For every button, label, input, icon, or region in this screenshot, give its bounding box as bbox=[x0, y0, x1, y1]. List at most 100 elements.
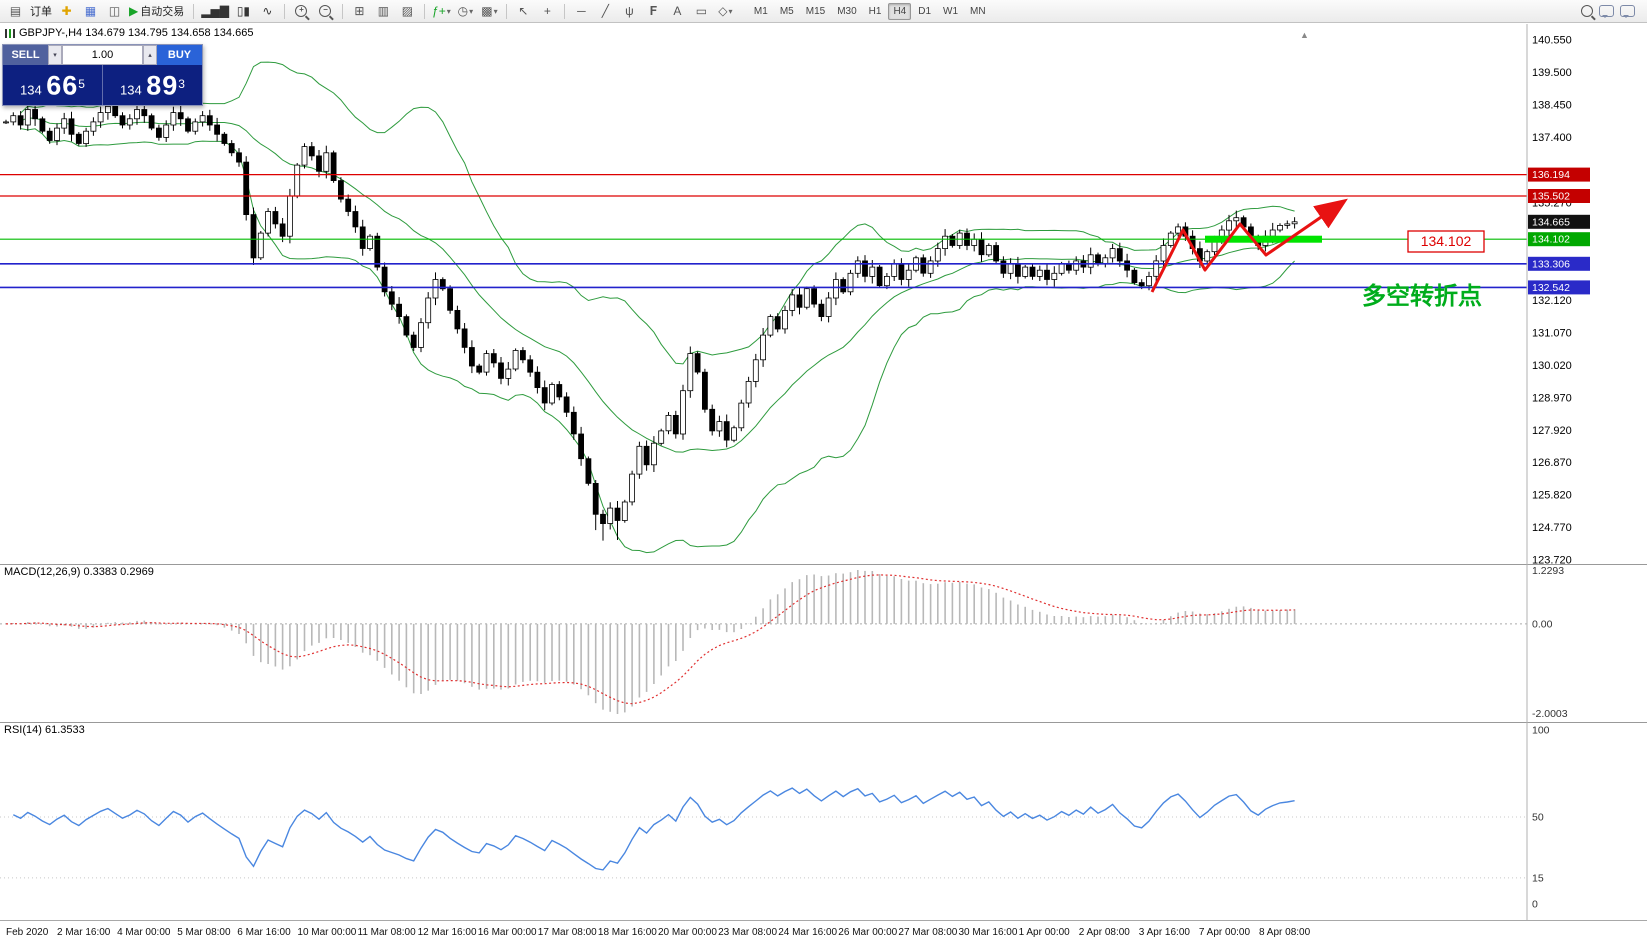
new-order-label[interactable]: 订单 bbox=[30, 6, 52, 18]
sell-button[interactable]: SELL bbox=[3, 45, 48, 65]
separator bbox=[563, 3, 565, 19]
svg-text:140.550: 140.550 bbox=[1532, 35, 1572, 47]
svg-text:124.770: 124.770 bbox=[1532, 522, 1572, 534]
period-clock-icon[interactable]: ◷ ▾ bbox=[457, 4, 474, 18]
tf-h1-button[interactable]: H1 bbox=[868, 5, 882, 17]
zoom-out-icon[interactable]: − bbox=[314, 2, 337, 21]
chart-shift-icon[interactable]: ▥ bbox=[377, 4, 390, 18]
time-label: Feb 2020 bbox=[6, 927, 49, 938]
sell-price-sup: 5 bbox=[78, 77, 85, 91]
crosshair-icon[interactable]: + bbox=[543, 4, 551, 18]
tf-m30-button[interactable]: M30 bbox=[837, 5, 857, 17]
lot-increase-button[interactable]: ▴ bbox=[143, 45, 157, 65]
play-icon: ▶ bbox=[129, 4, 139, 18]
time-label: 4 Mar 00:00 bbox=[117, 927, 171, 938]
time-label: 20 Mar 00:00 bbox=[658, 927, 717, 938]
navigator-icon[interactable]: ◫ bbox=[108, 4, 121, 18]
fibonacci-tool-icon[interactable]: 𝐅 bbox=[649, 3, 658, 18]
buy-button[interactable]: BUY bbox=[157, 45, 202, 65]
svg-text:-2.0003: -2.0003 bbox=[1532, 708, 1568, 720]
shapes-dropdown-icon[interactable]: ◇ ▾ bbox=[718, 4, 733, 18]
search-icon[interactable] bbox=[1581, 5, 1593, 17]
one-click-trading-panel: SELL ▾ ▴ BUY 134 665 134 893 bbox=[2, 44, 203, 106]
line-chart-type-icon[interactable]: ∿ bbox=[262, 4, 273, 18]
svg-text:136.194: 136.194 bbox=[1532, 169, 1570, 181]
chart-window-icon[interactable]: ▤ bbox=[9, 4, 22, 18]
svg-text:132.120: 132.120 bbox=[1532, 295, 1572, 307]
tile-windows-icon[interactable]: ⊞ bbox=[354, 4, 365, 18]
svg-text:139.500: 139.500 bbox=[1532, 67, 1572, 79]
indicators-icon[interactable]: ƒ+ ▾ bbox=[432, 4, 451, 18]
rsi-panel[interactable]: 100 50 15 0 bbox=[0, 722, 1647, 920]
time-label: 3 Apr 16:00 bbox=[1138, 927, 1190, 938]
candlestick-chart-type-icon[interactable]: ▯▮ bbox=[236, 4, 251, 18]
time-label: 27 Mar 08:00 bbox=[898, 927, 958, 938]
macd-panel[interactable]: 1.2293 0.00 -2.0003 bbox=[0, 564, 1647, 722]
sell-price-main: 134 bbox=[20, 82, 42, 98]
time-label: 18 Mar 16:00 bbox=[597, 927, 657, 938]
separator bbox=[341, 3, 343, 19]
time-label: 1 Apr 00:00 bbox=[1018, 927, 1070, 938]
tf-m15-button[interactable]: M15 bbox=[805, 5, 826, 17]
main-toolbar: ▤ 订单 ✚ ▦ ◫ ▶ 自动交易 ▂▅▇ ▯▮ ∿ + − ⊞ ▥ ▨ ƒ+ ▾… bbox=[0, 0, 1647, 23]
time-label: 2 Apr 08:00 bbox=[1078, 927, 1130, 938]
lot-size-input[interactable] bbox=[62, 45, 143, 65]
time-label: 2 Mar 16:00 bbox=[57, 927, 111, 938]
svg-text:131.070: 131.070 bbox=[1532, 327, 1572, 339]
svg-text:132.542: 132.542 bbox=[1532, 282, 1570, 294]
trade-controls-row: SELL ▾ ▴ BUY bbox=[3, 45, 202, 65]
community-icon[interactable] bbox=[1620, 5, 1635, 18]
sell-price-big: 66 bbox=[46, 70, 79, 101]
time-label: 26 Mar 00:00 bbox=[838, 927, 898, 938]
symbol-info-text: GBPJPY-,H4 134.679 134.795 134.658 134.6… bbox=[19, 27, 254, 39]
svg-text:135.502: 135.502 bbox=[1532, 191, 1570, 203]
new-order-icon[interactable]: ✚ bbox=[61, 4, 72, 18]
time-axis[interactable]: Feb 2020 2 Mar 16:00 4 Mar 00:00 5 Mar 08:0… bbox=[0, 920, 1647, 944]
zoom-in-icon[interactable]: + bbox=[290, 2, 313, 21]
time-label: 7 Apr 00:00 bbox=[1198, 927, 1251, 938]
hline-tool-icon[interactable]: ─ bbox=[577, 4, 586, 18]
tf-d1-button[interactable]: D1 bbox=[918, 5, 932, 17]
chevron-down-icon: ▾ bbox=[446, 6, 451, 16]
svg-text:128.970: 128.970 bbox=[1532, 392, 1572, 404]
sell-price[interactable]: 134 665 bbox=[3, 65, 103, 105]
cursor-icon[interactable]: ↖ bbox=[518, 4, 529, 18]
pitchfork-tool-icon[interactable]: ψ bbox=[625, 4, 634, 18]
bar-chart-type-icon[interactable]: ▂▅▇ bbox=[201, 4, 229, 18]
tf-mn-button[interactable]: MN bbox=[970, 5, 986, 17]
buy-price-sup: 3 bbox=[178, 77, 185, 91]
svg-text:137.400: 137.400 bbox=[1532, 132, 1572, 144]
separator bbox=[193, 3, 195, 19]
svg-text:▲: ▲ bbox=[1300, 30, 1309, 40]
text-tool-icon[interactable]: A bbox=[673, 4, 682, 18]
price-chart[interactable]: 134.102 多空转折点 ▲ 140.550 139.500 138.450 137.40… bbox=[0, 24, 1647, 564]
auto-scroll-icon[interactable]: ▨ bbox=[401, 4, 414, 18]
time-label: 5 Mar 08:00 bbox=[177, 927, 231, 938]
time-label: 23 Mar 08:00 bbox=[718, 927, 778, 938]
separator bbox=[505, 3, 507, 19]
buy-price[interactable]: 134 893 bbox=[103, 65, 202, 105]
chevron-down-icon: ▾ bbox=[493, 6, 498, 16]
lot-decrease-button[interactable]: ▾ bbox=[48, 45, 62, 65]
autotrade-button[interactable]: ▶ 自动交易 bbox=[127, 2, 188, 21]
label-tool-icon[interactable]: ▭ bbox=[695, 4, 708, 18]
templates-icon[interactable]: ▩ ▾ bbox=[481, 4, 498, 18]
svg-text:134.102: 134.102 bbox=[1532, 234, 1570, 246]
toolbar-right-group bbox=[1581, 5, 1643, 18]
rsi-header: RSI(14) 61.3533 bbox=[4, 724, 85, 736]
svg-text:127.920: 127.920 bbox=[1532, 425, 1572, 437]
market-watch-icon[interactable]: ▦ bbox=[84, 4, 97, 18]
magnifier-minus-icon: − bbox=[319, 5, 332, 17]
tf-h4-button[interactable]: H4 bbox=[888, 2, 912, 20]
time-label: 30 Mar 16:00 bbox=[958, 927, 1018, 938]
macd-header: MACD(12,26,9) 0.3383 0.2969 bbox=[4, 566, 154, 578]
chat-icon[interactable] bbox=[1599, 5, 1614, 18]
timeframe-group: M1 M5 M15 M30 H1 H4 D1 W1 MN bbox=[748, 2, 992, 20]
tf-m1-button[interactable]: M1 bbox=[753, 5, 768, 17]
tf-m5-button[interactable]: M5 bbox=[779, 5, 794, 17]
tf-w1-button[interactable]: W1 bbox=[943, 5, 959, 17]
svg-text:134.102: 134.102 bbox=[1421, 233, 1472, 249]
trendline-tool-icon[interactable]: ╱ bbox=[601, 4, 610, 18]
svg-text:15: 15 bbox=[1532, 872, 1544, 884]
